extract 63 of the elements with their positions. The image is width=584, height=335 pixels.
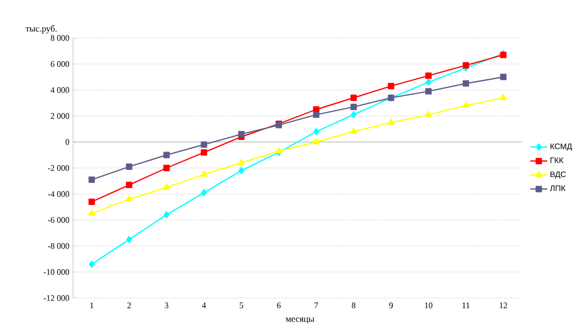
point <box>275 147 282 154</box>
point <box>200 141 208 148</box>
point <box>163 152 170 158</box>
point <box>500 74 506 80</box>
point <box>426 78 432 86</box>
y-tick-label: 0 <box>66 139 70 145</box>
point <box>313 112 320 118</box>
x-tick-label: 3 <box>164 302 168 308</box>
point <box>462 102 470 108</box>
x-tick-label: 7 <box>314 302 318 308</box>
point <box>88 210 96 216</box>
point <box>163 184 170 190</box>
point <box>312 138 320 144</box>
point <box>425 110 432 117</box>
y-tick-label: 4 000 <box>50 87 70 93</box>
y-tick-label: -2 000 <box>48 165 70 171</box>
y-axis-title: тыс.руб. <box>26 25 57 34</box>
point <box>313 128 320 136</box>
point <box>350 94 357 101</box>
point <box>88 198 95 205</box>
point <box>126 236 132 244</box>
y-tick-label: 8 000 <box>50 35 70 41</box>
point <box>200 149 208 156</box>
point <box>388 82 394 90</box>
x-tick-label: 2 <box>127 302 131 308</box>
point <box>163 164 170 172</box>
point <box>388 118 394 125</box>
point <box>462 80 470 87</box>
x-tick-label: 9 <box>389 302 393 308</box>
point <box>238 159 245 165</box>
y-tick-label: -4 000 <box>48 191 70 197</box>
point <box>350 104 357 110</box>
point <box>126 182 132 188</box>
x-tick-label: 5 <box>240 302 244 308</box>
point <box>88 176 95 183</box>
point <box>350 128 357 134</box>
y-tick-label: -10 000 <box>44 269 70 275</box>
point <box>425 72 432 79</box>
y-tick-label: -6 000 <box>48 217 70 223</box>
point <box>164 211 170 218</box>
x-tick-label: 6 <box>277 302 281 308</box>
y-tick-label: 2 000 <box>50 113 70 119</box>
point <box>201 189 207 196</box>
point <box>238 167 244 174</box>
point <box>462 62 470 68</box>
point <box>425 88 432 94</box>
point <box>350 111 356 118</box>
x-axis-title: месяцы <box>286 318 314 324</box>
y-tick-label: 6 000 <box>50 61 70 67</box>
x-tick-label: 1 <box>90 302 94 308</box>
point <box>88 260 95 268</box>
point <box>500 94 507 100</box>
x-tick-label: 12 <box>500 302 508 308</box>
y-tick-label: -8 000 <box>48 243 70 249</box>
point <box>200 170 208 177</box>
point <box>238 131 245 138</box>
y-tick-label: -12 000 <box>44 295 70 301</box>
x-tick-label: 10 <box>424 302 432 308</box>
x-tick-label: 4 <box>202 302 206 308</box>
point <box>126 164 132 170</box>
point <box>126 195 132 202</box>
x-tick-label: 8 <box>352 302 356 308</box>
x-tick-label: 11 <box>462 302 470 308</box>
